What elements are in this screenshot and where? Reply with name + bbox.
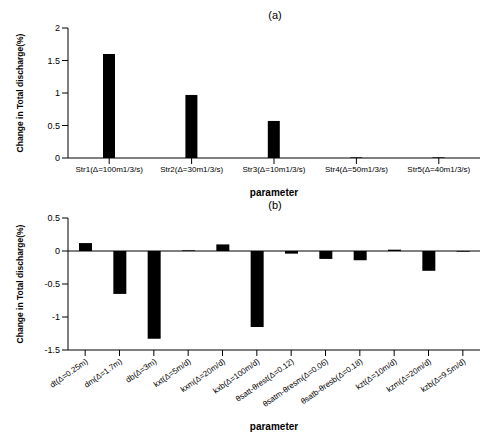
svg-text:1.5: 1.5 xyxy=(47,56,60,66)
svg-text:kxt(Δ=5m/d): kxt(Δ=5m/d) xyxy=(151,356,193,390)
svg-text:2: 2 xyxy=(55,23,60,33)
svg-text:0.5: 0.5 xyxy=(47,213,60,223)
svg-text:dt(Δ=0.25m): dt(Δ=0.25m) xyxy=(48,356,90,390)
svg-text:0.5: 0.5 xyxy=(47,121,60,131)
svg-text:kzt(Δ=10m/d): kzt(Δ=10m/d) xyxy=(354,356,399,392)
svg-text:kxb(Δ=100m/d): kxb(Δ=100m/d) xyxy=(211,356,262,396)
svg-text:parameter: parameter xyxy=(250,421,298,432)
svg-text:kxm(Δ=20m/d): kxm(Δ=20m/d) xyxy=(178,356,227,395)
svg-text:θsatb-θresb(Δ=0.18): θsatb-θresb(Δ=0.18) xyxy=(299,357,364,407)
svg-text:parameter: parameter xyxy=(250,187,298,198)
svg-text:θsatt-θrest(Δ=0.12): θsatt-θrest(Δ=0.12) xyxy=(234,357,296,404)
svg-text:kzm(Δ=20m/d): kzm(Δ=20m/d) xyxy=(384,356,433,395)
html-text:(b): (b) xyxy=(268,199,282,211)
svg-text:Change in Total discharge(%): Change in Total discharge(%) xyxy=(15,224,25,343)
svg-text:Str2(Δ=30m1/3/s): Str2(Δ=30m1/3/s) xyxy=(160,165,223,174)
svg-text:Str4(Δ=50m1/3/s): Str4(Δ=50m1/3/s) xyxy=(325,165,388,174)
svg-text:db(Δ=3m): db(Δ=3m) xyxy=(124,356,159,385)
svg-text:kzb(Δ=9.5m/d): kzb(Δ=9.5m/d) xyxy=(419,357,467,395)
html-text:(a): (a) xyxy=(268,9,282,21)
svg-text:Str5(Δ=40m1/3/s): Str5(Δ=40m1/3/s) xyxy=(407,165,470,174)
svg-text:Str3(Δ=10m1/3/s): Str3(Δ=10m1/3/s) xyxy=(243,165,306,174)
svg-text:-1.5: -1.5 xyxy=(44,345,60,355)
svg-text:dm(Δ=1.7m): dm(Δ=1.7m) xyxy=(82,357,124,390)
svg-text:-0.5: -0.5 xyxy=(44,279,60,289)
svg-text:-1: -1 xyxy=(52,312,60,322)
svg-text:0: 0 xyxy=(55,246,60,256)
svg-text:Str1(Δ=100m1/3/s): Str1(Δ=100m1/3/s) xyxy=(76,165,144,174)
svg-text:θsatm-θresm(Δ=0.06): θsatm-θresm(Δ=0.06) xyxy=(261,357,330,409)
svg-text:Change in Total discharge(%): Change in Total discharge(%) xyxy=(15,33,25,152)
svg-text:1: 1 xyxy=(55,88,60,98)
svg-text:0: 0 xyxy=(55,153,60,163)
